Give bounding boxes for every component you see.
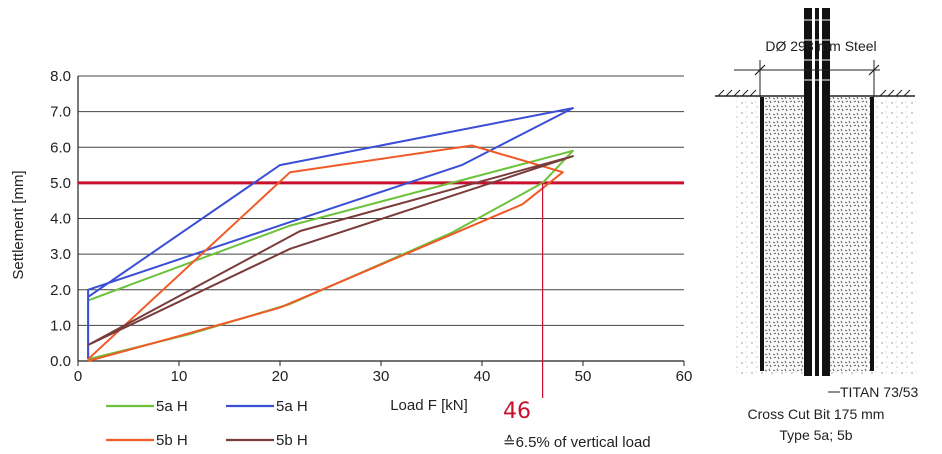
x-tick-label: 30 xyxy=(373,368,390,385)
chart-legend: 5a H 5a H 5b H 5b H xyxy=(106,398,308,449)
steel-casing-left xyxy=(760,97,764,371)
bit-label: Cross Cut Bit 175 mm xyxy=(748,406,885,422)
legend-label: 5a H xyxy=(276,398,308,415)
y-tick-label: 1.0 xyxy=(50,317,71,334)
annotation-46: 46 xyxy=(503,399,531,424)
y-tick-label: 5.0 xyxy=(50,175,71,192)
legend-label: 5b H xyxy=(156,432,188,449)
y-tick-label: 2.0 xyxy=(50,282,71,299)
y-tick-label: 8.0 xyxy=(50,68,71,85)
y-tick-label: 0.0 xyxy=(50,353,71,370)
x-tick-label: 60 xyxy=(676,368,693,385)
y-tick-label: 7.0 xyxy=(50,104,71,121)
x-tick-label: 50 xyxy=(575,368,592,385)
x-tick-label: 20 xyxy=(272,368,289,385)
chart-ticks: 0.0 1.0 2.0 3.0 4.0 5.0 6.0 7.0 8.0 0 10 20 30 40 50 60 xyxy=(50,68,692,385)
titan-bar xyxy=(804,8,830,376)
x-tick-label: 40 xyxy=(474,368,491,385)
legend-label: 5a H xyxy=(156,398,188,415)
settlement-chart: 0.0 1.0 2.0 3.0 4.0 5.0 6.0 7.0 8.0 0 10 20 30 40 50 60… xyxy=(0,0,700,454)
y-tick-label: 3.0 xyxy=(50,246,71,263)
legend-label: 5b H xyxy=(276,432,308,449)
type-label: Type 5a; 5b xyxy=(779,427,852,443)
series-line-4 xyxy=(88,156,573,345)
x-axis-label: Load F [kN] xyxy=(390,397,468,414)
diameter-label: DØ 298 mm Steel xyxy=(765,38,876,54)
x-tick-label: 10 xyxy=(171,368,188,385)
titan-label: TITAN 73/53 xyxy=(840,384,919,400)
footnote-vertical-load: ≙6.5% of vertical load xyxy=(503,434,651,451)
y-tick-label: 6.0 xyxy=(50,139,71,156)
y-tick-label: 4.0 xyxy=(50,211,71,228)
pile-diagram: DØ 298 mm Steel TITAN 73/53 Cross Cut Bi… xyxy=(700,0,942,454)
y-axis-label: Settlement [mm] xyxy=(10,170,27,279)
chart-plot-area xyxy=(78,108,684,398)
series-line-2 xyxy=(88,108,573,359)
x-tick-label: 0 xyxy=(74,368,82,385)
steel-casing-right xyxy=(870,97,874,371)
